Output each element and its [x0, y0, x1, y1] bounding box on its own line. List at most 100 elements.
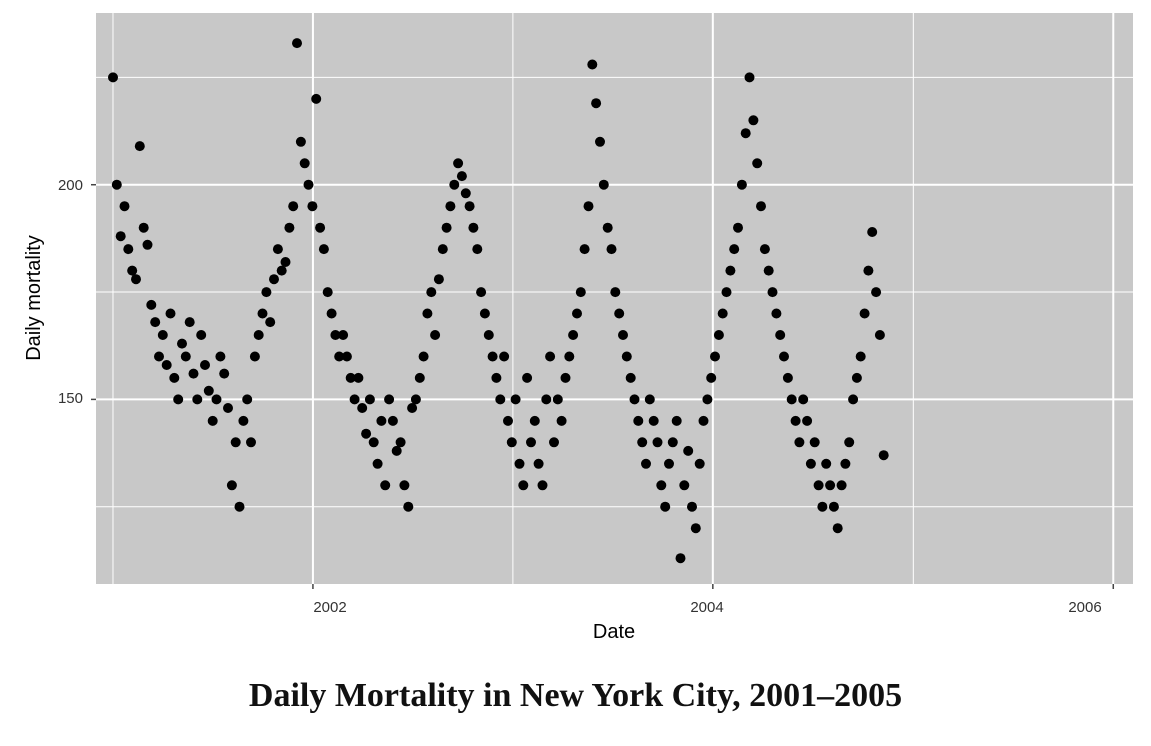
- data-point: [687, 501, 697, 512]
- data-point: [111, 179, 122, 190]
- data-point: [192, 394, 203, 405]
- data-point: [491, 372, 502, 383]
- data-point: [410, 394, 421, 405]
- data-point: [595, 136, 605, 147]
- data-point: [464, 201, 475, 212]
- data-point: [134, 141, 145, 152]
- data-point: [744, 72, 755, 83]
- data-point: [564, 351, 575, 362]
- data-point: [836, 480, 847, 491]
- y-axis-title: Daily mortality: [23, 235, 45, 361]
- data-point: [115, 231, 126, 242]
- data-point: [656, 480, 667, 491]
- data-point: [483, 330, 494, 340]
- data-point: [706, 372, 717, 383]
- data-point: [146, 299, 157, 310]
- data-point: [748, 115, 759, 126]
- data-point: [426, 287, 437, 298]
- data-point: [591, 98, 602, 109]
- data-point: [851, 372, 862, 383]
- data-point: [729, 244, 740, 255]
- data-point: [108, 72, 118, 83]
- data-point: [200, 360, 210, 370]
- data-point: [353, 372, 364, 383]
- data-point: [510, 394, 521, 405]
- data-point: [223, 403, 233, 413]
- data-point: [441, 222, 452, 233]
- data-point: [157, 330, 168, 340]
- data-point: [779, 351, 789, 362]
- data-point: [196, 330, 207, 340]
- data-point: [449, 179, 460, 190]
- data-point: [802, 415, 813, 426]
- data-point: [211, 394, 222, 405]
- data-point: [702, 394, 713, 405]
- data-point: [265, 317, 276, 328]
- data-point: [752, 158, 763, 169]
- data-point: [292, 38, 302, 49]
- data-point: [518, 480, 529, 491]
- data-point: [303, 179, 314, 190]
- data-point: [694, 458, 705, 469]
- data-point: [522, 372, 533, 383]
- data-point: [798, 394, 809, 405]
- data-point: [867, 227, 878, 237]
- data-point: [242, 394, 253, 405]
- data-point: [142, 239, 153, 250]
- y-tick-label-200: 200: [58, 177, 83, 194]
- data-point: [364, 394, 375, 405]
- data-point: [249, 351, 260, 362]
- data-point: [226, 480, 237, 491]
- data-point: [782, 372, 793, 383]
- data-point: [433, 274, 444, 285]
- data-point: [472, 244, 483, 255]
- data-point: [786, 394, 797, 405]
- data-point: [698, 415, 709, 426]
- data-point: [138, 222, 149, 233]
- data-point: [874, 330, 885, 340]
- data-point: [234, 501, 245, 512]
- data-point: [238, 415, 249, 426]
- data-point: [629, 394, 640, 405]
- data-point: [641, 458, 651, 469]
- data-point: [717, 308, 728, 319]
- data-point: [131, 274, 141, 285]
- data-point: [372, 458, 383, 469]
- data-point: [575, 287, 586, 298]
- data-point: [430, 330, 441, 340]
- data-point: [269, 274, 279, 285]
- data-point: [261, 287, 272, 298]
- data-point: [549, 437, 559, 448]
- data-point: [299, 158, 310, 169]
- data-point: [495, 394, 506, 405]
- data-point: [625, 372, 636, 383]
- data-point: [127, 265, 138, 276]
- data-point: [660, 501, 671, 512]
- data-point: [479, 308, 490, 319]
- data-point: [794, 437, 805, 448]
- data-point: [437, 244, 448, 255]
- data-point: [817, 501, 828, 512]
- data-point: [361, 428, 372, 439]
- data-point: [280, 257, 291, 267]
- data-point: [610, 287, 621, 298]
- data-point: [165, 308, 176, 319]
- data-point: [790, 415, 801, 426]
- x-axis-title: Date: [593, 621, 635, 643]
- data-point: [177, 338, 187, 349]
- figure-caption: Daily Mortality in New York City, 2001–2…: [248, 677, 903, 714]
- data-point: [637, 437, 648, 448]
- data-point: [322, 287, 333, 298]
- data-point: [338, 330, 349, 340]
- data-point: [453, 158, 464, 169]
- data-point: [710, 351, 720, 362]
- data-point: [295, 136, 306, 147]
- data-point: [384, 394, 395, 405]
- data-point: [207, 415, 218, 426]
- data-point: [276, 265, 287, 276]
- data-point: [257, 308, 268, 319]
- data-point: [407, 403, 418, 413]
- data-point: [713, 330, 724, 340]
- data-point: [403, 501, 414, 512]
- data-point: [307, 201, 318, 212]
